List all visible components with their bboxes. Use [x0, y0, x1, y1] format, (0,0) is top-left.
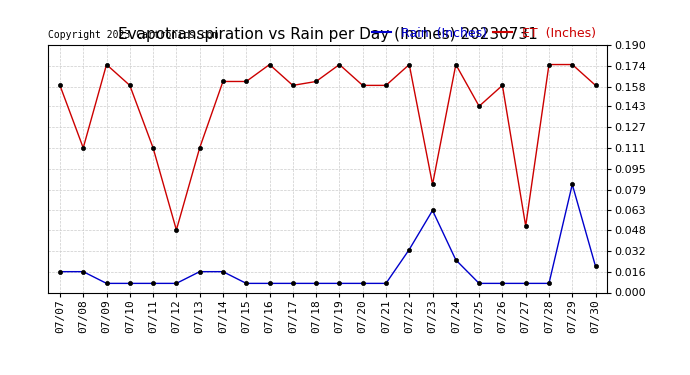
Legend: Rain  (Inches), ET  (Inches): Rain (Inches), ET (Inches)	[367, 21, 601, 45]
Title: Evapotranspiration vs Rain per Day (Inches) 20230731: Evapotranspiration vs Rain per Day (Inch…	[118, 27, 538, 42]
Text: Copyright 2023 Cartronics.com: Copyright 2023 Cartronics.com	[48, 30, 219, 40]
